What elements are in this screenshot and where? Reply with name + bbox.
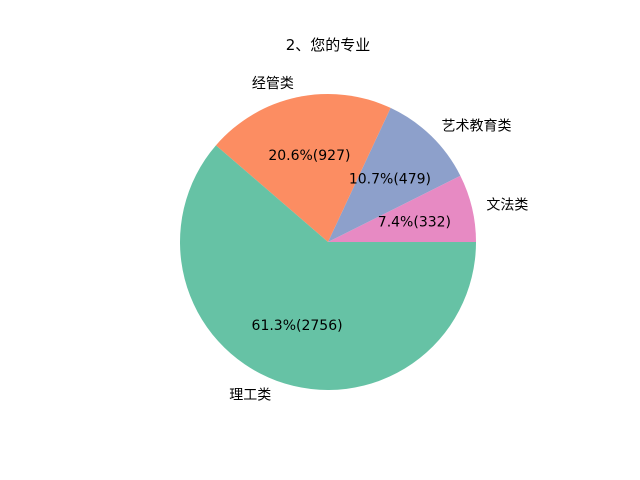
slice-percent-label: 7.4%(332): [378, 215, 451, 231]
slice-category-label: 文法类: [486, 198, 528, 214]
slice-category-label: 经管类: [252, 76, 294, 92]
slice-percent-label: 10.7%(479): [349, 171, 431, 187]
slice-category-label: 理工类: [229, 388, 271, 404]
slice-percent-label: 20.6%(927): [268, 148, 350, 164]
pie-slices: [180, 94, 476, 390]
pie-slice: [215, 94, 391, 242]
pie-slice: [328, 175, 476, 242]
pie-slice: [328, 107, 461, 242]
chart-title: 2、您的专业: [286, 36, 371, 54]
pie-labels: 文法类 7.4%(332) 艺术教育类 10.7%(479) 经管类 20.6%(927)…: [229, 76, 528, 404]
pie-slice: [180, 145, 476, 390]
slice-category-label: 艺术教育类: [442, 118, 512, 134]
slice-percent-label: 61.3%(2756): [252, 318, 343, 334]
